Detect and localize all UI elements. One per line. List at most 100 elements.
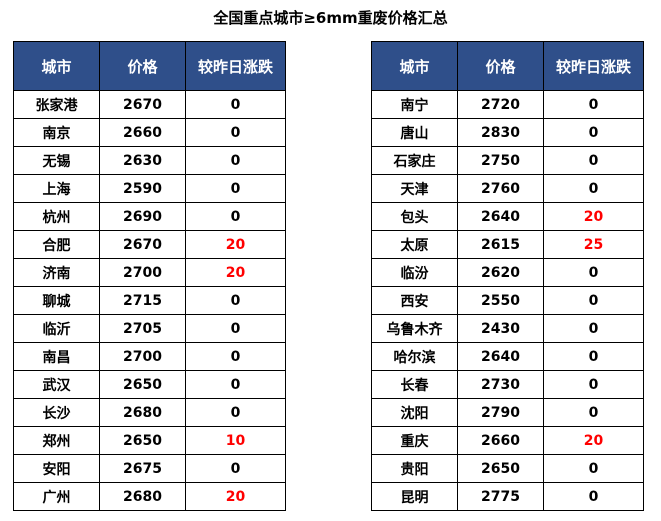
table-row: 广州 2680 20 xyxy=(13,482,286,511)
cell-change: 20 xyxy=(543,202,644,231)
table-row: 西安 2550 0 xyxy=(371,286,644,315)
cell-change: 0 xyxy=(185,90,286,119)
table-row: 济南 2700 20 xyxy=(13,258,286,287)
cell-price: 2640 xyxy=(457,342,544,371)
table-row: 武汉 2650 0 xyxy=(13,370,286,399)
table-row: 重庆 2660 20 xyxy=(371,426,644,455)
cell-change: 0 xyxy=(185,398,286,427)
cell-price: 2620 xyxy=(457,258,544,287)
table-row: 贵阳 2650 0 xyxy=(371,454,644,483)
table-row: 杭州 2690 0 xyxy=(13,202,286,231)
column-header-price: 价格 xyxy=(457,41,544,91)
cell-price: 2680 xyxy=(99,482,186,511)
cell-change: 0 xyxy=(543,118,644,147)
cell-change: 0 xyxy=(543,286,644,315)
cell-price: 2690 xyxy=(99,202,186,231)
cell-change: 0 xyxy=(543,454,644,483)
table-row: 合肥 2670 20 xyxy=(13,230,286,259)
cell-change: 0 xyxy=(185,118,286,147)
cell-city: 重庆 xyxy=(371,426,458,455)
column-header-city: 城市 xyxy=(13,41,100,91)
cell-change: 0 xyxy=(185,314,286,343)
cell-city: 哈尔滨 xyxy=(371,342,458,371)
cell-change: 0 xyxy=(543,314,644,343)
table-row: 张家港 2670 0 xyxy=(13,90,286,119)
cell-price: 2650 xyxy=(457,454,544,483)
cell-change: 0 xyxy=(543,258,644,287)
cell-city: 临汾 xyxy=(371,258,458,287)
cell-city: 南宁 xyxy=(371,90,458,119)
cell-change: 0 xyxy=(543,90,644,119)
column-header-price: 价格 xyxy=(99,41,186,91)
cell-city: 杭州 xyxy=(13,202,100,231)
cell-city: 南昌 xyxy=(13,342,100,371)
cell-price: 2630 xyxy=(99,146,186,175)
table-row: 沈阳 2790 0 xyxy=(371,398,644,427)
cell-price: 2650 xyxy=(99,426,186,455)
cell-price: 2705 xyxy=(99,314,186,343)
cell-city: 西安 xyxy=(371,286,458,315)
cell-price: 2760 xyxy=(457,174,544,203)
table-row: 南京 2660 0 xyxy=(13,118,286,147)
table-row: 天津 2760 0 xyxy=(371,174,644,203)
cell-city: 安阳 xyxy=(13,454,100,483)
cell-change: 0 xyxy=(185,146,286,175)
cell-price: 2700 xyxy=(99,258,186,287)
table-row: 郑州 2650 10 xyxy=(13,426,286,455)
cell-city: 乌鲁木齐 xyxy=(371,314,458,343)
table-header-row: 城市 价格 较昨日涨跌 xyxy=(13,41,286,91)
cell-city: 南京 xyxy=(13,118,100,147)
cell-price: 2430 xyxy=(457,314,544,343)
cell-city: 包头 xyxy=(371,202,458,231)
cell-city: 石家庄 xyxy=(371,146,458,175)
cell-city: 太原 xyxy=(371,230,458,259)
cell-price: 2550 xyxy=(457,286,544,315)
cell-change: 0 xyxy=(185,342,286,371)
cell-city: 上海 xyxy=(13,174,100,203)
cell-price: 2615 xyxy=(457,230,544,259)
cell-city: 武汉 xyxy=(13,370,100,399)
cell-change: 25 xyxy=(543,230,644,259)
cell-change: 0 xyxy=(185,370,286,399)
cell-city: 长沙 xyxy=(13,398,100,427)
cell-city: 昆明 xyxy=(371,482,458,511)
cell-price: 2730 xyxy=(457,370,544,399)
cell-change: 0 xyxy=(185,286,286,315)
cell-price: 2790 xyxy=(457,398,544,427)
cell-change: 0 xyxy=(543,146,644,175)
cell-price: 2775 xyxy=(457,482,544,511)
cell-price: 2590 xyxy=(99,174,186,203)
table-row: 石家庄 2750 0 xyxy=(371,146,644,175)
cell-city: 长春 xyxy=(371,370,458,399)
table-row: 无锡 2630 0 xyxy=(13,146,286,175)
page-title: 全国重点城市≥6mm重废价格汇总 xyxy=(213,9,448,27)
cell-change: 20 xyxy=(185,230,286,259)
cell-city: 济南 xyxy=(13,258,100,287)
cell-city: 无锡 xyxy=(13,146,100,175)
cell-change: 20 xyxy=(185,258,286,287)
cell-change: 20 xyxy=(543,426,644,455)
cell-price: 2640 xyxy=(457,202,544,231)
table-row: 昆明 2775 0 xyxy=(371,482,644,511)
price-table-right: 城市 价格 较昨日涨跌 南宁 2720 0 唐山 2830 0 石家庄 2750 0 天津 2760… xyxy=(371,41,644,511)
table-row: 上海 2590 0 xyxy=(13,174,286,203)
cell-change: 10 xyxy=(185,426,286,455)
table-row: 太原 2615 25 xyxy=(371,230,644,259)
table-header-row: 城市 价格 较昨日涨跌 xyxy=(371,41,644,91)
table-row: 临汾 2620 0 xyxy=(371,258,644,287)
table-row: 南昌 2700 0 xyxy=(13,342,286,371)
table-row: 聊城 2715 0 xyxy=(13,286,286,315)
cell-price: 2830 xyxy=(457,118,544,147)
cell-change: 0 xyxy=(543,370,644,399)
column-header-change: 较昨日涨跌 xyxy=(185,41,286,91)
table-row: 唐山 2830 0 xyxy=(371,118,644,147)
cell-price: 2670 xyxy=(99,90,186,119)
cell-city: 聊城 xyxy=(13,286,100,315)
cell-change: 0 xyxy=(543,398,644,427)
table-row: 乌鲁木齐 2430 0 xyxy=(371,314,644,343)
cell-change: 0 xyxy=(543,174,644,203)
cell-price: 2660 xyxy=(457,426,544,455)
cell-price: 2680 xyxy=(99,398,186,427)
column-header-city: 城市 xyxy=(371,41,458,91)
cell-price: 2670 xyxy=(99,230,186,259)
